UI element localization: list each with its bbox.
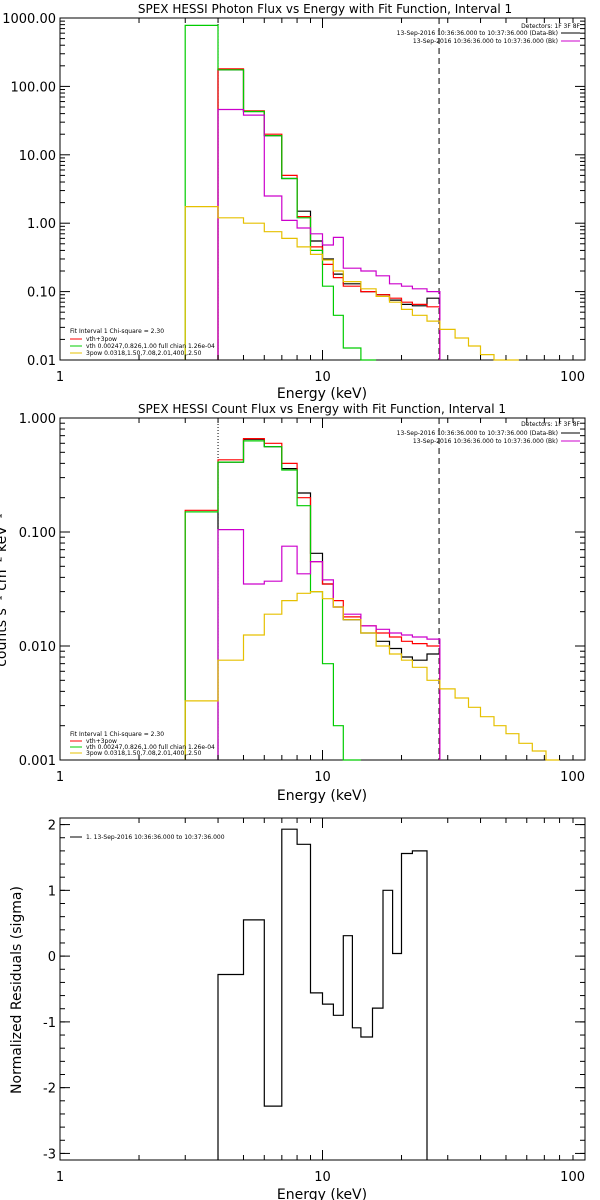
legend-entry: vth 0.00247,0.826,1.00 full chian 1.26e-…	[86, 744, 215, 751]
legend-title: Fit Interval 1 Chi-square = 2.30	[70, 328, 164, 335]
tick-layer: 1 10 100 -3 -2 -1 0 1 2	[43, 818, 586, 1185]
series-line	[217, 828, 428, 1160]
legend: Fit Interval 1 Chi-square = 2.30 vth+3po…	[70, 731, 215, 757]
y-tick-label: 0.01	[27, 354, 56, 369]
x-axis-label: Energy (keV)	[277, 386, 367, 402]
y-tick-label: -2	[43, 1082, 56, 1097]
info-line-text: 13-Sep-2016 10:36:36.000 to 10:37:36.000…	[397, 430, 558, 437]
x-axis-label: Energy (keV)	[277, 788, 367, 804]
series-line	[184, 591, 560, 761]
x-tick-label: 10	[314, 770, 331, 785]
x-tick-label: 100	[560, 770, 585, 785]
series-line	[217, 108, 441, 360]
series-layer	[217, 828, 428, 1160]
y-tick-label: 100.00	[11, 80, 57, 95]
info-line-data: 13-Sep-2016 10:36:36.000 to 10:37:36.000…	[397, 430, 580, 437]
legend: Fit Interval 1 Chi-square = 2.30 vth+3po…	[70, 328, 215, 357]
series-line	[184, 206, 519, 361]
plot-frame	[59, 17, 586, 361]
tick-layer: 1 10 100 0.01 0.10 1.00 10.00 100.00 1000.00	[2, 12, 586, 385]
series-line	[184, 24, 377, 361]
info-line-text: 13-Sep-2016 10:36:36.000 to 10:37:36.000…	[413, 38, 558, 45]
detectors-label: Detectors: 1F 3F 8F	[521, 23, 580, 30]
series-line	[217, 438, 441, 760]
x-tick-label: 1	[56, 1170, 64, 1185]
legend-entry: vth 0.00247,0.826,1.00 full chian 1.26e-…	[86, 343, 215, 350]
info-line-bk: 13-Sep-2016 10:36:36.000 to 10:37:36.000…	[413, 438, 580, 445]
series-line	[184, 440, 361, 761]
legend-entry: vth+3pow	[86, 336, 117, 343]
chart-title: SPEX HESSI Count Flux vs Energy with Fit…	[138, 402, 506, 416]
y-tick-label: 1	[48, 884, 56, 899]
info-line-data: 13-Sep-2016 10:36:36.000 to 10:37:36.000…	[397, 30, 580, 37]
x-tick-label: 100	[560, 1170, 585, 1185]
photon-flux-panel: SPEX HESSI Photon Flux vs Energy with Fi…	[2, 2, 586, 402]
info-line-text: 13-Sep-2016 10:36:36.000 to 10:37:36.000…	[413, 438, 558, 445]
count-flux-panel: SPEX HESSI Count Flux vs Energy with Fit…	[0, 402, 586, 804]
info-line-bk: 13-Sep-2016 10:36:36.000 to 10:37:36.000…	[413, 38, 580, 45]
plot-frame	[59, 417, 586, 761]
y-tick-label: 2	[48, 819, 56, 834]
y-tick-label: -3	[43, 1147, 56, 1162]
x-tick-label: 100	[560, 370, 585, 385]
y-tick-label: 10.00	[19, 149, 56, 164]
detectors-label: Detectors: 1F 3F 8F	[521, 421, 580, 428]
legend-entry: 1. 13-Sep-2016 10:36:36.000 to 10:37:36.…	[86, 834, 225, 841]
tick-layer: 1 10 100 0.001 0.010 0.100 1.000	[19, 412, 586, 785]
residuals-panel: 1 10 100 -3 -2 -1 0 1 2 Energy (keV) Normalized …	[9, 817, 586, 1200]
y-tick-label: 1.000	[19, 412, 56, 427]
y-tick-label: 1.00	[27, 217, 56, 232]
y-tick-label: 0.001	[19, 754, 56, 769]
x-tick-label: 10	[314, 370, 331, 385]
x-tick-label: 1	[56, 770, 64, 785]
info-line-text: 13-Sep-2016 10:36:36.000 to 10:37:36.000…	[397, 30, 558, 37]
plot-frame	[59, 817, 586, 1161]
y-tick-label: 0	[48, 950, 56, 965]
y-tick-label: 0.100	[19, 526, 56, 541]
y-tick-label: 0.010	[19, 640, 56, 655]
legend-entry: vth+3pow	[86, 738, 117, 745]
series-line	[217, 69, 441, 360]
series-layer	[184, 18, 519, 361]
y-tick-label: 1000.00	[2, 12, 56, 27]
y-tick-label: 0.10	[27, 286, 56, 301]
series-line	[217, 68, 441, 360]
x-tick-label: 10	[314, 1170, 331, 1185]
chart-title: SPEX HESSI Photon Flux vs Energy with Fi…	[138, 2, 512, 16]
y-axis-label: Normalized Residuals (sigma)	[9, 886, 25, 1094]
series-line	[184, 438, 441, 760]
legend-entry: 3pow 0.0318,1.50,7.08,2.01,400.,2.50	[86, 350, 202, 357]
series-line	[217, 529, 441, 760]
legend-entry: 3pow 0.0318,1.50,7.08,2.01,400.,2.50	[86, 750, 202, 757]
y-tick-label: -1	[43, 1016, 56, 1031]
x-axis-label: Energy (keV)	[277, 1187, 367, 1200]
legend-title: Fit Interval 1 Chi-square = 2.30	[70, 731, 164, 738]
y-axis-label: counts s⁻¹ cm⁻² keV⁻¹	[0, 513, 10, 667]
series-layer	[184, 418, 560, 761]
legend: 1. 13-Sep-2016 10:36:36.000 to 10:37:36.…	[70, 834, 225, 841]
x-tick-label: 1	[56, 370, 64, 385]
